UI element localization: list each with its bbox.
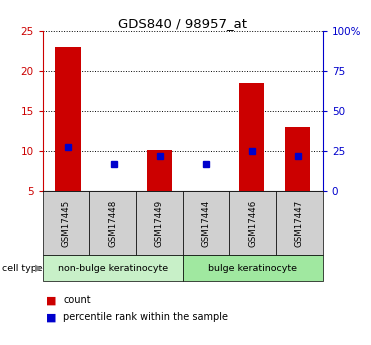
Text: GSM17449: GSM17449 [155, 200, 164, 247]
Text: bulge keratinocyte: bulge keratinocyte [208, 264, 297, 273]
Text: ■: ■ [46, 295, 57, 305]
Text: non-bulge keratinocyte: non-bulge keratinocyte [58, 264, 168, 273]
Text: cell type: cell type [2, 264, 43, 273]
Bar [239, 83, 264, 191]
Text: GSM17446: GSM17446 [248, 200, 257, 247]
Text: GSM17448: GSM17448 [108, 200, 117, 247]
Text: count: count [63, 295, 91, 305]
Bar [147, 150, 173, 191]
Text: percentile rank within the sample: percentile rank within the sample [63, 313, 228, 322]
Bar [55, 47, 81, 191]
Bar [285, 127, 310, 191]
Text: ▶: ▶ [35, 263, 42, 273]
Text: GSM17444: GSM17444 [201, 200, 211, 247]
Title: GDS840 / 98957_at: GDS840 / 98957_at [118, 17, 247, 30]
Text: ■: ■ [46, 313, 57, 322]
Text: GSM17447: GSM17447 [295, 200, 304, 247]
Text: GSM17445: GSM17445 [62, 200, 70, 247]
